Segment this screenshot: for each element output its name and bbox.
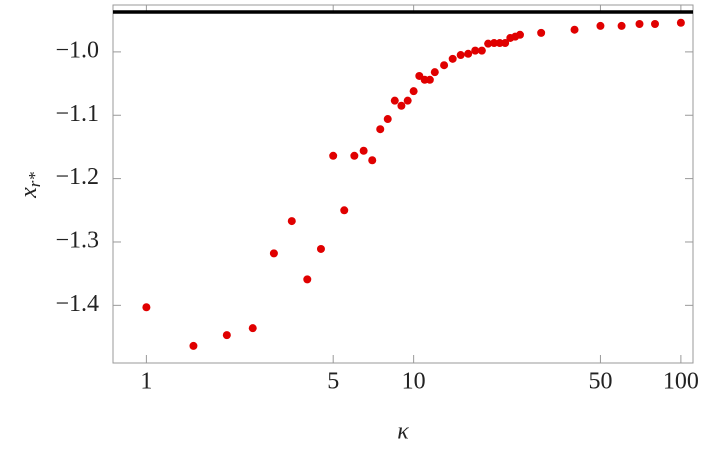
data-point bbox=[635, 20, 644, 29]
x-tick-label: 1 bbox=[140, 369, 152, 395]
data-point bbox=[403, 96, 412, 105]
data-point bbox=[350, 151, 359, 160]
data-point bbox=[142, 303, 151, 312]
data-point bbox=[222, 331, 231, 340]
data-point bbox=[425, 75, 434, 84]
x-tick-label: 50 bbox=[588, 369, 612, 395]
data-point bbox=[490, 39, 499, 48]
data-point bbox=[456, 51, 465, 60]
data-point bbox=[515, 30, 524, 39]
y-tick-label: −1.0 bbox=[55, 37, 99, 63]
y-label-sub: r* bbox=[25, 172, 44, 188]
data-point bbox=[430, 68, 439, 77]
data-point bbox=[303, 275, 312, 284]
data-point bbox=[269, 249, 278, 258]
data-point bbox=[537, 28, 546, 37]
data-point bbox=[477, 46, 486, 55]
data-point bbox=[650, 20, 659, 29]
x-tick-label: 5 bbox=[327, 369, 339, 395]
data-point bbox=[248, 324, 257, 333]
y-tick-label: −1.1 bbox=[55, 101, 99, 127]
data-point bbox=[617, 21, 626, 30]
y-label-base: x bbox=[16, 187, 42, 199]
data-point bbox=[329, 151, 338, 160]
data-point bbox=[397, 101, 406, 110]
data-point bbox=[390, 96, 399, 105]
data-point bbox=[676, 18, 685, 27]
data-point bbox=[596, 21, 605, 30]
data-point bbox=[368, 156, 377, 165]
x-axis-label: κ bbox=[397, 419, 409, 445]
data-point bbox=[440, 61, 449, 70]
data-point bbox=[376, 125, 385, 134]
data-point bbox=[570, 25, 579, 34]
data-point bbox=[287, 217, 296, 226]
data-point bbox=[189, 341, 198, 350]
data-point bbox=[501, 39, 510, 48]
data-point bbox=[448, 54, 457, 63]
y-tick-label: −1.4 bbox=[55, 291, 99, 317]
y-axis-label: xr* bbox=[16, 172, 44, 199]
data-point bbox=[383, 115, 392, 124]
data-point bbox=[316, 244, 325, 253]
x-tick-label: 10 bbox=[402, 369, 426, 395]
y-tick-label: −1.3 bbox=[55, 227, 99, 253]
data-point bbox=[484, 39, 493, 48]
data-point bbox=[464, 49, 473, 58]
data-point bbox=[471, 46, 480, 55]
y-tick-label: −1.2 bbox=[55, 164, 99, 190]
data-point bbox=[359, 146, 368, 155]
x-tick-label: 100 bbox=[663, 369, 699, 395]
plot-frame bbox=[112, 4, 694, 364]
data-point bbox=[409, 87, 418, 96]
data-point bbox=[340, 206, 349, 215]
